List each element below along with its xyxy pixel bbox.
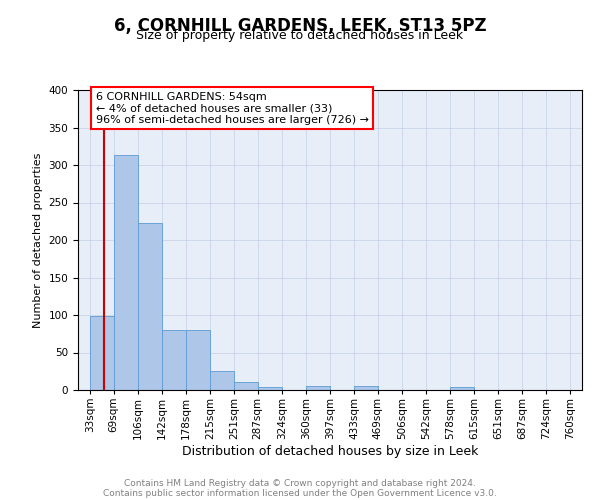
Bar <box>306 386 331 390</box>
Bar <box>113 155 138 390</box>
Bar <box>210 371 234 390</box>
Bar <box>450 387 475 390</box>
Text: Contains HM Land Registry data © Crown copyright and database right 2024.: Contains HM Land Registry data © Crown c… <box>124 478 476 488</box>
Text: Contains public sector information licensed under the Open Government Licence v3: Contains public sector information licen… <box>103 488 497 498</box>
Text: 6 CORNHILL GARDENS: 54sqm
← 4% of detached houses are smaller (33)
96% of semi-d: 6 CORNHILL GARDENS: 54sqm ← 4% of detach… <box>95 92 368 124</box>
Text: Size of property relative to detached houses in Leek: Size of property relative to detached ho… <box>136 29 464 42</box>
Bar <box>90 316 113 390</box>
Bar <box>185 330 210 390</box>
Bar <box>138 223 162 390</box>
Bar <box>162 330 185 390</box>
Bar <box>354 386 378 390</box>
Bar <box>234 382 257 390</box>
Text: 6, CORNHILL GARDENS, LEEK, ST13 5PZ: 6, CORNHILL GARDENS, LEEK, ST13 5PZ <box>113 18 487 36</box>
Y-axis label: Number of detached properties: Number of detached properties <box>33 152 43 328</box>
Bar <box>257 387 282 390</box>
X-axis label: Distribution of detached houses by size in Leek: Distribution of detached houses by size … <box>182 444 478 458</box>
